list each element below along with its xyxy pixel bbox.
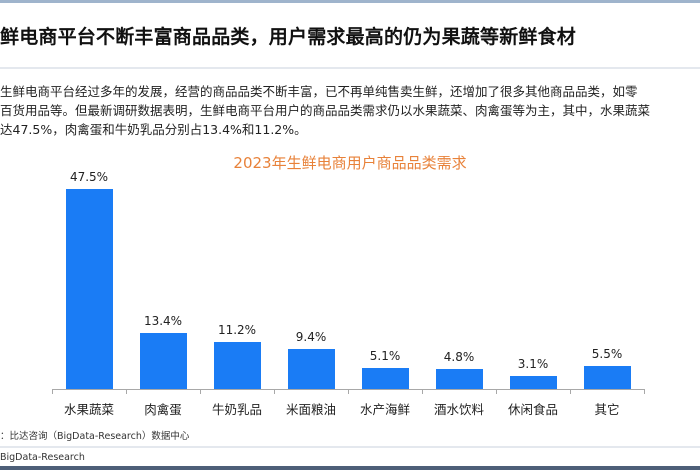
bar-value-label: 5.5% bbox=[591, 347, 623, 361]
bar-value-label: 5.1% bbox=[369, 349, 401, 363]
category-label: 酒水饮料 bbox=[433, 402, 484, 417]
description-paragraph: 生鲜电商平台经过多年的发展，经营的商品品类不断丰富，已不再单纯售卖生鲜，还增加了… bbox=[0, 82, 700, 139]
bar-value-label: 4.8% bbox=[443, 350, 475, 364]
category-label: 水果蔬菜 bbox=[63, 402, 114, 417]
title-divider bbox=[0, 67, 700, 69]
page-title: 鲜电商平台不断丰富商品品类，用户需求最高的仍为果蔬等新鲜食材 bbox=[0, 26, 577, 48]
bar-value-label: 11.2% bbox=[217, 323, 257, 337]
footer-divider bbox=[0, 446, 700, 448]
bar bbox=[66, 189, 113, 389]
top-accent-band bbox=[0, 0, 700, 3]
category-label: 水产海鲜 bbox=[359, 402, 410, 417]
x-axis-tick bbox=[496, 389, 497, 394]
source-note: ：比达咨询（BigData-Research）数据中心 bbox=[0, 431, 190, 442]
x-axis-tick bbox=[52, 389, 53, 394]
category-label: 休闲食品 bbox=[507, 402, 558, 417]
bar bbox=[510, 376, 557, 389]
bar bbox=[214, 342, 261, 389]
chart-title: 2023年生鲜电商用户商品品类需求 bbox=[233, 154, 467, 172]
bar bbox=[436, 369, 483, 389]
paragraph-line: 生鲜电商平台经过多年的发展，经营的商品品类不断丰富，已不再单纯售卖生鲜，还增加了… bbox=[0, 84, 638, 99]
bar bbox=[288, 349, 335, 389]
category-label: 米面粮油 bbox=[285, 402, 336, 417]
bar-value-label: 9.4% bbox=[295, 330, 327, 344]
paragraph-line: 百货用品等。但最新调研数据表明，生鲜电商平台用户的商品品类需求仍以水果蔬菜、肉禽… bbox=[0, 103, 651, 118]
category-label: 其它 bbox=[594, 402, 620, 417]
bar-value-label: 47.5% bbox=[69, 170, 109, 184]
category-label: 肉禽蛋 bbox=[144, 402, 182, 417]
bar bbox=[140, 333, 187, 389]
bar-chart: 47.5% 水果蔬菜 13.4% 肉禽蛋 11.2% 牛奶乳品 9.4% 米面粮油 5.1% 水产… bbox=[52, 170, 645, 417]
bar bbox=[584, 366, 631, 389]
category-label: 牛奶乳品 bbox=[211, 402, 262, 417]
x-axis-tick bbox=[644, 389, 645, 394]
x-axis-tick bbox=[570, 389, 571, 394]
x-axis-tick bbox=[126, 389, 127, 394]
bar bbox=[362, 368, 409, 389]
bottom-band bbox=[0, 466, 700, 470]
x-axis-tick bbox=[422, 389, 423, 394]
bar-value-label: 13.4% bbox=[143, 314, 183, 328]
paragraph-line: 达47.5%，肉禽蛋和牛奶乳品分别占13.4%和11.2%。 bbox=[0, 122, 307, 137]
x-axis-tick bbox=[200, 389, 201, 394]
x-axis-tick bbox=[274, 389, 275, 394]
bar-value-label: 3.1% bbox=[517, 357, 549, 371]
x-axis-tick bbox=[348, 389, 349, 394]
brand-label: BigData-Research bbox=[0, 452, 85, 463]
